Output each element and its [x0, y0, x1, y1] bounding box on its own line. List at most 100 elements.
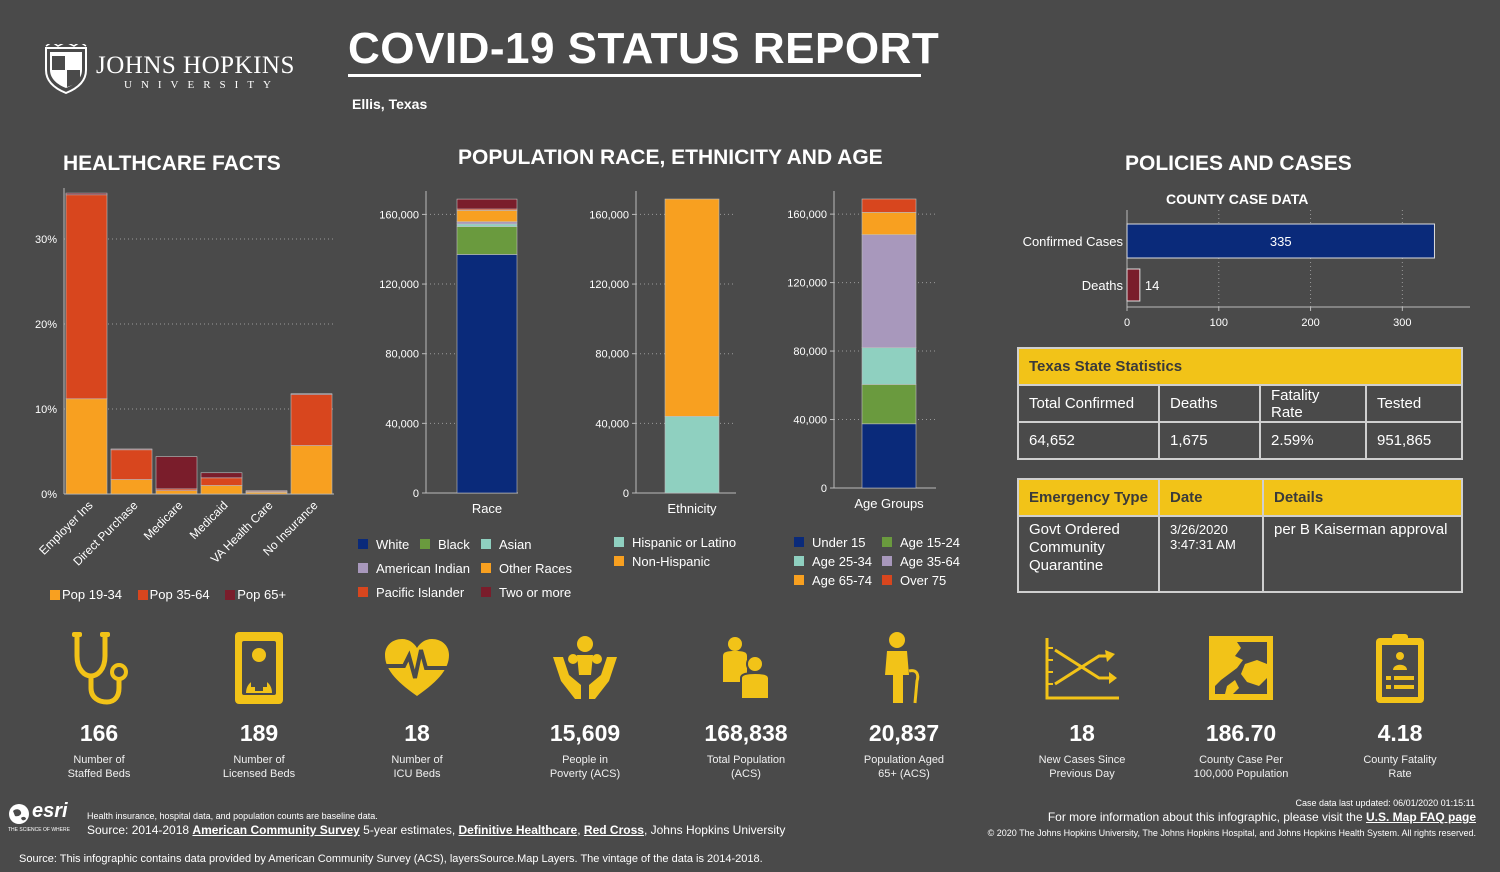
last-updated: Case data last updated: 06/01/2020 01:15… [1295, 798, 1475, 808]
source-text: Source: 2014-2018 [87, 823, 193, 837]
bar-segment [861, 423, 917, 489]
healthcare-legend: Pop 19-34 Pop 35-64 Pop 65+ [50, 587, 286, 602]
logo-line2: UNIVERSITY [124, 79, 280, 91]
y-tick-label: 120,000 [379, 279, 419, 291]
county-case-chart: 0 100 200 300 Confirmed Cases 335 Deaths 14 [1023, 210, 1470, 329]
bar-segment [664, 198, 720, 417]
policies-title: POLICIES AND CASES [1125, 152, 1352, 175]
county-map-icon [1209, 636, 1273, 700]
bottom-source: Source: This infographic contains data p… [19, 853, 763, 865]
stethoscope-icon [72, 632, 128, 705]
y-tick-label: 160,000 [589, 209, 629, 221]
page-title: COVID-19 STATUS REPORT [348, 24, 940, 73]
y-tick-label: 40,000 [793, 415, 827, 427]
bar-segment [456, 221, 518, 225]
bar-segment [110, 479, 153, 495]
x-tick-label: 200 [1301, 317, 1319, 329]
bar-segment [456, 198, 518, 210]
x-tick-label: Medicare [141, 498, 186, 543]
legend-item-age-15-24: Age 15-24 [882, 535, 960, 550]
x-category-label: Age Groups [854, 496, 924, 511]
x-tick-label: Medicaid [187, 498, 231, 542]
healthcare-facts-title: HEALTHCARE FACTS [63, 152, 281, 175]
legend-item-two-or-more: Two or more [481, 585, 571, 600]
emergency-date-cell: 3/26/2020 3:47:31 AM [1158, 515, 1264, 593]
kpi-licensed-beds: 189 Number of Licensed Beds [184, 628, 334, 781]
kpi-fatality-rate: 4.18 County Fatality Rate [1325, 628, 1475, 781]
y-tick-label: 120,000 [589, 279, 629, 291]
emergency-header-row: Emergency Type Date Details [1017, 478, 1463, 517]
state-stats-header: Total Confirmed [1017, 384, 1160, 423]
bar-segment [456, 210, 518, 223]
y-tick-label: 10% [35, 404, 57, 416]
red-cross-link[interactable]: Red Cross [583, 823, 644, 837]
faq-link[interactable]: U.S. Map FAQ page [1365, 810, 1476, 824]
y-tick-label: 0 [821, 483, 827, 495]
copyright: © 2020 The Johns Hopkins University, The… [987, 828, 1476, 838]
state-stats-value-row: 64,652 1,675 2.59% 951,865 [1017, 421, 1463, 460]
elderly-person-icon [885, 632, 920, 704]
emergency-type-cell: Govt Ordered Community Quarantine [1017, 515, 1160, 593]
bar-segment [456, 223, 518, 227]
kpi-new-cases: 18 New Cases Since Previous Day [1007, 628, 1157, 781]
kpi-poverty: 15,609 People in Poverty (ACS) [510, 628, 660, 781]
y-tick-label: 80,000 [385, 349, 419, 361]
emergency-table: Emergency Type Date Details Govt Ordered… [1017, 478, 1463, 593]
kpi-value: 18 [1069, 720, 1095, 746]
bar-segment [200, 472, 243, 479]
bar-segment [155, 456, 198, 490]
legend-item-non-hispanic: Non-Hispanic [614, 554, 710, 569]
jhu-logo: JOHNS HOPKINS UNIVERSITY [44, 44, 304, 99]
kpi-value: 166 [79, 720, 119, 746]
y-tick-label: 80,000 [595, 349, 629, 361]
kpi-label: 65+ (ACS) [878, 768, 930, 780]
acs-link[interactable]: American Community Survey [192, 823, 360, 837]
kpi-label: Number of [391, 754, 443, 766]
x-category-label: Ethnicity [667, 501, 717, 516]
y-tick-label: 40,000 [595, 418, 629, 430]
baseline-note: Health insurance, hospital data, and pop… [87, 811, 378, 821]
kpi-label: Rate [1388, 768, 1412, 780]
x-category-label: Race [472, 501, 502, 516]
state-stats-title: Texas State Statistics [1017, 347, 1463, 386]
county-case-title: COUNTY CASE DATA [1166, 191, 1309, 207]
x-tick-label: 300 [1393, 317, 1411, 329]
kpi-label: County Fatality [1363, 754, 1437, 766]
kpi-value: 18 [404, 720, 430, 746]
bar-segment [861, 347, 917, 385]
kpi-value: 15,609 [549, 720, 621, 746]
legend-item-black: Black [420, 537, 470, 552]
esri-tagline: THE SCIENCE OF WHERE [8, 827, 70, 833]
y-tick-label: 160,000 [379, 209, 419, 221]
source-line: Source: 2014-2018 American Community Sur… [87, 823, 785, 837]
kpi-icu-beds: 18 Number of ICU Beds [342, 628, 492, 781]
emergency-header: Date [1158, 478, 1264, 517]
state-stats-value: 2.59% [1259, 421, 1367, 460]
kpi-label: Poverty (ACS) [549, 768, 621, 780]
legend-item-other-races: Other Races [481, 561, 572, 576]
kpi-label: Total Population [706, 754, 786, 766]
emergency-type-line: Quarantine [1029, 557, 1104, 574]
state-stats-value: 1,675 [1158, 421, 1261, 460]
globe-icon [9, 804, 29, 824]
state-stats-header: Deaths [1158, 384, 1261, 423]
legend-item-american-indian: American Indian [358, 561, 470, 576]
hands-people-icon [553, 636, 617, 699]
bar-segment [290, 394, 333, 446]
bar-segment [861, 234, 917, 348]
legend-item-pop-65: Pop 65+ [225, 587, 286, 602]
more-info-line: For more information about this infograp… [1048, 810, 1476, 824]
bar-segment [861, 198, 917, 213]
bar-segment [65, 192, 108, 196]
definitive-healthcare-link[interactable]: Definitive Healthcare [458, 823, 578, 837]
kpi-label: 100,000 Population [1193, 768, 1289, 780]
kpi-value: 189 [239, 720, 279, 746]
bar-segment [290, 445, 333, 495]
case-category-label: Confirmed Cases [1023, 234, 1124, 249]
bar-segment [155, 490, 198, 495]
bar-segment [110, 448, 153, 451]
y-tick-label: 30% [35, 234, 57, 246]
case-value-label: 14 [1145, 278, 1159, 293]
ethnicity-chart: 0 40,000 80,000 120,000 160,000 Ethnicity [589, 191, 736, 516]
